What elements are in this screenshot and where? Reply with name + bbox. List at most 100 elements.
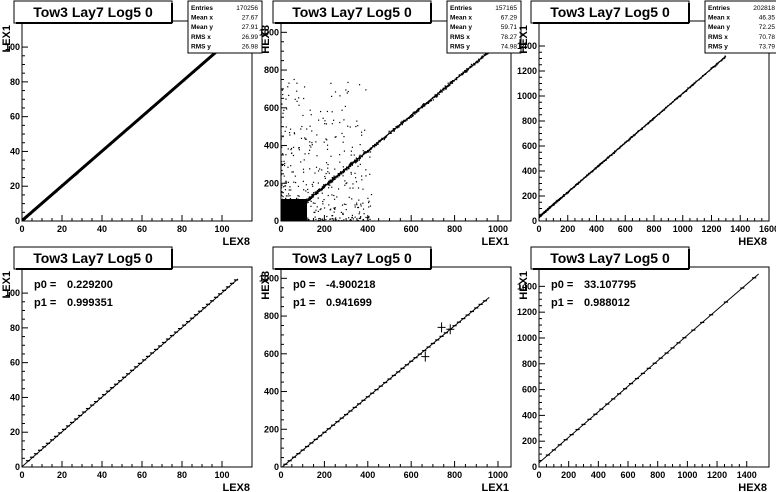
noise-point xyxy=(363,213,365,215)
y-tick-label: 1000 xyxy=(517,333,537,343)
noise-point xyxy=(349,220,352,221)
noise-point xyxy=(281,194,282,196)
scatter-point xyxy=(424,104,426,106)
scatter-point xyxy=(331,181,334,183)
scatter-point xyxy=(378,139,381,142)
noise-point xyxy=(291,171,293,173)
scatter-point xyxy=(335,177,337,179)
y-tick-label: 400 xyxy=(522,166,537,176)
noise-point xyxy=(310,114,312,116)
scatter-point xyxy=(444,85,446,87)
fit-param-label: p1 = xyxy=(551,297,573,309)
scatter-point xyxy=(347,166,350,169)
y-tick-label: 0 xyxy=(274,462,279,472)
noise-point xyxy=(287,181,289,183)
noise-point xyxy=(356,204,358,206)
chart-title: Tow3 Lay7 Log5 0 xyxy=(13,246,173,270)
noise-point xyxy=(313,211,315,214)
noise-point xyxy=(362,208,365,210)
scatter-point xyxy=(357,159,359,162)
scatter-point xyxy=(280,222,281,223)
noise-point xyxy=(283,164,286,167)
noise-point xyxy=(367,201,370,204)
noise-point xyxy=(331,194,333,196)
chart-panel-5: 0 200 400 600 800 1000 0 200 400 600 800 1000 LEX1 HE… xyxy=(259,246,512,492)
noise-point xyxy=(289,128,292,130)
scatter-point xyxy=(281,222,282,223)
noise-point xyxy=(355,125,357,128)
x-tick-label: 800 xyxy=(447,470,462,480)
noise-point xyxy=(361,179,363,181)
noise-point xyxy=(290,147,293,150)
noise-point xyxy=(305,138,307,140)
scatter-point xyxy=(312,196,315,198)
stats-value: 59.71 xyxy=(501,24,518,31)
noise-point xyxy=(304,138,307,140)
noise-point xyxy=(312,202,314,204)
scatter-point xyxy=(434,94,436,96)
noise-point xyxy=(292,146,295,148)
scatter-point xyxy=(685,90,688,92)
noise-point xyxy=(350,154,352,156)
fit-param-value: 33.107795 xyxy=(584,279,636,291)
noise-point xyxy=(289,197,292,200)
noise-point xyxy=(319,209,321,211)
noise-point xyxy=(342,141,344,143)
noise-point xyxy=(306,219,308,221)
fit-param-value: 0.941699 xyxy=(326,297,372,309)
noise-point xyxy=(307,219,309,221)
scatter-point xyxy=(444,88,447,90)
title-text: Tow3 Lay7 Log5 0 xyxy=(550,4,670,20)
scatter-point xyxy=(412,114,414,117)
x-tick-label: 200 xyxy=(560,224,575,234)
x-tick-label: 800 xyxy=(646,224,661,234)
scatter-point xyxy=(408,117,411,119)
noise-point xyxy=(323,198,325,201)
noise-point xyxy=(309,141,311,143)
scatter-point xyxy=(280,222,281,223)
scatter-point xyxy=(321,186,323,188)
noise-point xyxy=(335,217,337,219)
scatter-point xyxy=(281,221,282,222)
noise-point xyxy=(315,218,317,221)
x-tick-label: 1000 xyxy=(677,470,697,480)
noise-point xyxy=(346,169,348,171)
x-tick-label: 20 xyxy=(57,470,67,480)
noise-point xyxy=(319,220,321,221)
plot-frame xyxy=(538,266,770,468)
noise-point xyxy=(346,220,348,221)
noise-point xyxy=(361,134,363,136)
fit-line xyxy=(22,278,239,467)
y-axis-label: HEX1 xyxy=(518,271,530,300)
noise-point xyxy=(340,220,343,221)
noise-point xyxy=(281,103,283,105)
noise-point xyxy=(344,184,346,186)
y-tick-label: 80 xyxy=(10,77,20,87)
noise-point xyxy=(281,193,282,195)
scatter-point xyxy=(473,62,475,65)
noise-point xyxy=(285,181,287,183)
noise-point xyxy=(293,181,295,183)
stats-value: 157165 xyxy=(495,5,517,12)
noise-point xyxy=(285,98,287,100)
scatter-point xyxy=(316,190,319,192)
noise-point xyxy=(285,195,288,197)
noise-point xyxy=(360,131,363,133)
noise-point xyxy=(362,188,364,190)
scatter-point xyxy=(317,189,320,191)
noise-point xyxy=(290,148,292,151)
y-tick-label: 0 xyxy=(532,462,537,472)
y-tick-label: 400 xyxy=(264,387,279,397)
noise-point xyxy=(314,202,316,204)
noise-point xyxy=(368,217,370,219)
stats-value: 202818 xyxy=(753,5,775,12)
noise-point xyxy=(337,219,339,221)
scatter-point xyxy=(323,185,325,187)
scatter-point xyxy=(438,93,440,95)
scatter-point xyxy=(413,111,416,113)
origin-cluster xyxy=(281,199,307,221)
noise-point xyxy=(324,175,326,178)
x-tick-label: 0 xyxy=(278,224,283,234)
title-text: Tow3 Lay7 Log5 0 xyxy=(33,4,153,20)
y-tick-label: 0 xyxy=(15,462,20,472)
